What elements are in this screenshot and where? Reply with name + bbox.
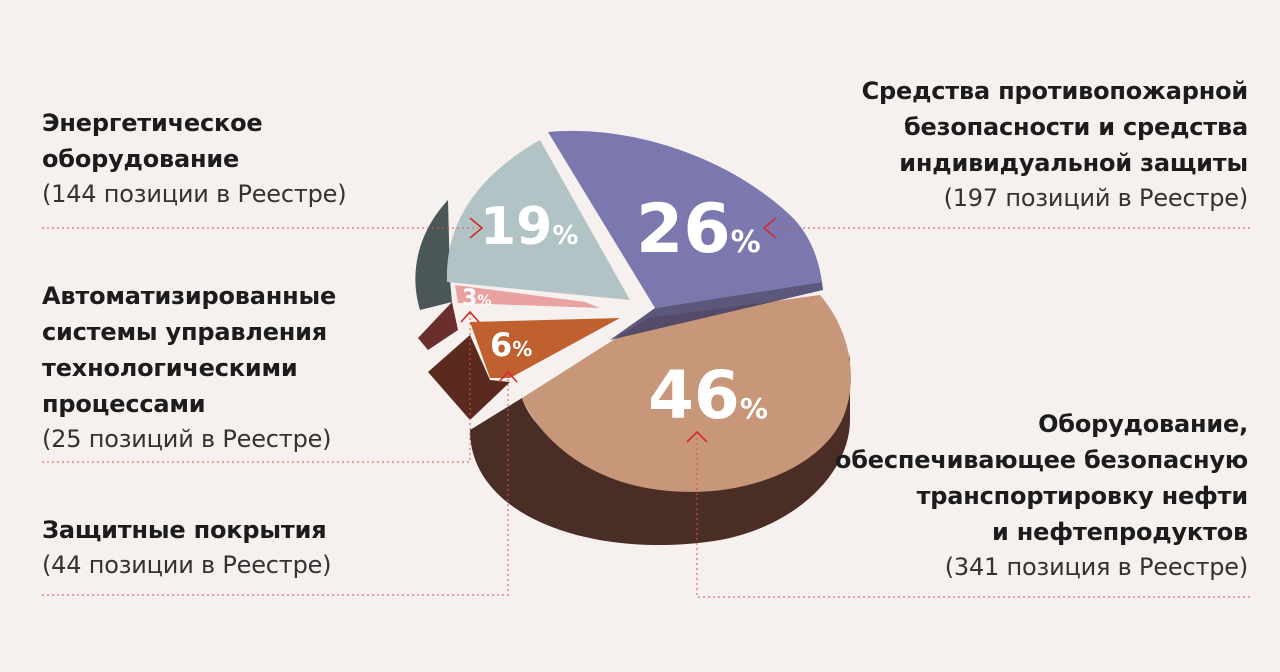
marker-oil <box>686 430 708 443</box>
slice-side-oil <box>470 350 850 546</box>
legend-coatings: Защитные покрытия (44 позиции в Реестре) <box>42 512 332 582</box>
pct-oil: 46% <box>648 357 768 434</box>
legend-energy: Энергетическое оборудование (144 позиции… <box>42 105 347 211</box>
legend-asu-count: (25 позиций в Реестре) <box>42 425 332 453</box>
marker-fire <box>762 217 777 239</box>
markers <box>460 217 777 443</box>
legend-coatings-count: (44 позиции в Реестре) <box>42 551 332 579</box>
slice-oil <box>522 295 851 492</box>
legend-fire-line-2: безопасности и средства <box>903 113 1248 141</box>
pct-asu-sign: % <box>477 293 491 309</box>
pct-coatings-sign: % <box>512 337 532 361</box>
legend-energy-line-1: Энергетическое <box>42 109 263 137</box>
slice-energy <box>446 140 630 300</box>
percent-labels: 19% 26% 3% 6% 46% <box>462 190 768 434</box>
marker-energy <box>469 217 484 239</box>
slice-asu <box>455 285 600 308</box>
slice-coatings <box>470 318 620 378</box>
legend-oil-line-3: транспортировку нефти <box>916 482 1249 510</box>
legend-asu: Автоматизированные системы управления те… <box>42 278 336 456</box>
pie-tops <box>446 130 851 492</box>
pct-oil-sign: % <box>740 392 768 425</box>
legend-fire: Средства противопожарной безопасности и … <box>861 73 1249 215</box>
marker-asu <box>460 310 480 323</box>
legend-oil: Оборудование, обеспечивающее безопасную … <box>835 406 1248 584</box>
pct-energy-sign: % <box>552 221 578 251</box>
marker-coatings <box>498 370 518 383</box>
legend-asu-line-4: процессами <box>42 390 206 418</box>
pct-fire-sign: % <box>731 225 761 260</box>
pct-coatings: 6% <box>490 326 532 364</box>
legend-asu-line-2: системы управления <box>42 318 327 346</box>
pct-energy: 19% <box>480 197 578 257</box>
legend-asu-line-3: технологическими <box>42 354 298 382</box>
legend-coatings-line-1: Защитные покрытия <box>42 516 327 544</box>
legend-oil-line-4: и нефтепродуктов <box>992 518 1248 546</box>
legend-fire-line-3: индивидуальной защиты <box>899 149 1248 177</box>
legend-oil-count: (341 позиция в Реестре) <box>944 553 1248 581</box>
legend-fire-count: (197 позиций в Реестре) <box>943 184 1249 212</box>
slice-side-asu <box>418 302 458 350</box>
legend-oil-line-2: обеспечивающее безопасную <box>834 446 1248 474</box>
pct-asu-value: 3 <box>462 286 477 311</box>
pct-fire-value: 26 <box>636 190 731 269</box>
pct-energy-value: 19 <box>480 197 552 257</box>
leader-coatings <box>42 372 509 596</box>
slice-fire <box>548 130 822 308</box>
slice-side-coatings <box>428 335 510 420</box>
pct-fire: 26% <box>636 190 761 269</box>
slice-fire-edge <box>610 282 823 340</box>
leader-lines <box>42 227 1250 598</box>
pct-coatings-value: 6 <box>490 326 512 364</box>
legend-asu-line-1: Автоматизированные <box>42 282 337 310</box>
legend-oil-line-1: Оборудование, <box>1038 410 1248 438</box>
slice-side-energy <box>415 200 452 310</box>
legend-fire-line-1: Средства противопожарной <box>861 77 1249 105</box>
legend-energy-line-2: оборудование <box>42 145 240 173</box>
pct-asu: 3% <box>462 286 491 311</box>
pct-oil-value: 46 <box>648 357 740 434</box>
legend-energy-count: (144 позиции в Реестре) <box>42 180 347 208</box>
